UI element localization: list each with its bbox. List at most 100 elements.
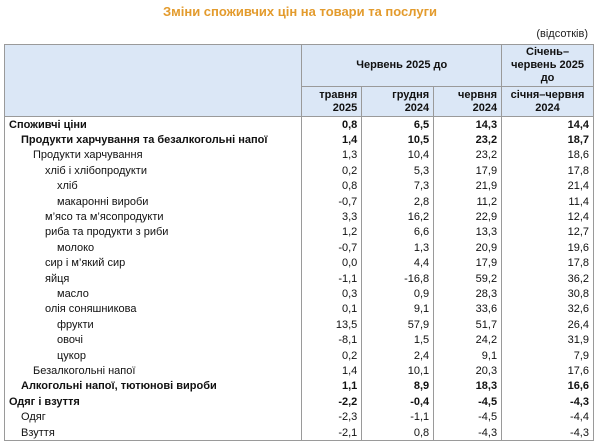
cell-value: -1,1	[361, 409, 435, 425]
row-label: Споживчі ціни	[3, 116, 303, 133]
cell-value: 23,2	[433, 132, 503, 148]
cell-value: 36,2	[501, 270, 594, 287]
cell-value: -1,1	[301, 270, 363, 287]
column-header: червня 2024	[433, 86, 503, 117]
table-row: Взуття -2,1 0,8 -4,3 -4,3	[3, 424, 594, 441]
group-header: Червень 2025 до	[301, 44, 503, 87]
cell-value: -0,7	[301, 193, 363, 210]
cell-value: 8,9	[361, 378, 435, 395]
cell-value: -2,2	[301, 394, 363, 410]
cell-value: -4,4	[501, 409, 594, 425]
unit-note: (відсотків)	[536, 28, 588, 40]
row-label: Продукти харчування	[3, 147, 303, 164]
row-label: Алкогольні напої, тютюнові вироби	[3, 378, 303, 395]
cell-value: 57,9	[361, 317, 435, 333]
cell-value: 1,3	[361, 240, 435, 256]
table-row: яйця -1,1 -16,8 59,2 36,2	[3, 270, 594, 287]
cell-value: -16,8	[361, 270, 435, 287]
column-header: Січень–червень 2025 до	[501, 44, 594, 87]
cell-value: 10,5	[361, 132, 435, 148]
table-row: хліб 0,8 7,3 21,9 21,4	[3, 178, 594, 194]
cell-value: 20,9	[433, 240, 503, 256]
row-label: яйця	[3, 270, 303, 287]
row-label: Одяг	[3, 409, 303, 425]
row-label: цукор	[3, 347, 303, 364]
cell-value: 7,3	[361, 178, 435, 194]
row-label: фрукти	[3, 317, 303, 333]
row-label: олія соняшникова	[3, 301, 303, 318]
table-header: Червень 2025 до Січень–червень 2025 до т…	[3, 44, 594, 117]
table-body: Споживчі ціни 0,8 6,5 14,3 14,4 Продукти харч…	[3, 116, 594, 441]
cell-value: 23,2	[433, 147, 503, 164]
table-row: Продукти харчування 1,3 10,4 23,2 18,6	[3, 147, 594, 164]
cell-value: -0,7	[301, 240, 363, 256]
table-row: цукор 0,2 2,4 9,1 7,9	[3, 347, 594, 364]
row-label: хліб	[3, 178, 303, 194]
cell-value: 33,6	[433, 301, 503, 318]
table-row: риба та продукти з риби 1,2 6,6 13,3 12,7	[3, 224, 594, 241]
cell-value: 3,3	[301, 209, 363, 225]
table-row: олія соняшникова 0,1 9,1 33,6 32,6	[3, 301, 594, 318]
table-row: фрукти 13,5 57,9 51,7 26,4	[3, 317, 594, 333]
cell-value: 0,1	[301, 301, 363, 318]
row-label: макаронні вироби	[3, 193, 303, 210]
cell-value: 13,5	[301, 317, 363, 333]
table-row: масло 0,3 0,9 28,3 30,8	[3, 286, 594, 302]
row-label: риба та продукти з риби	[3, 224, 303, 241]
cell-value: 17,8	[501, 163, 594, 179]
cell-value: -0,4	[361, 394, 435, 410]
cell-value: 9,1	[433, 347, 503, 364]
cell-value: 26,4	[501, 317, 594, 333]
cell-value: 21,4	[501, 178, 594, 194]
cell-value: 17,9	[433, 163, 503, 179]
cell-value: 14,4	[501, 116, 594, 133]
price-table: Червень 2025 до Січень–червень 2025 до т…	[3, 44, 594, 441]
cell-value: 10,4	[361, 147, 435, 164]
cell-value: 22,9	[433, 209, 503, 225]
table-row: Споживчі ціни 0,8 6,5 14,3 14,4	[3, 116, 594, 133]
table-row: м’ясо та м’ясопродукти 3,3 16,2 22,9 12,4	[3, 209, 594, 225]
cell-value: -4,3	[433, 424, 503, 441]
cell-value: 7,9	[501, 347, 594, 364]
title: Зміни споживчих цін на товари та послуги	[162, 4, 438, 19]
cell-value: -8,1	[301, 332, 363, 348]
table-row: Безалкогольні напої 1,4 10,1 20,3 17,6	[3, 363, 594, 379]
cell-value: -2,1	[301, 424, 363, 441]
cell-value: 1,3	[301, 147, 363, 164]
table-row: Продукти харчування та безалкогольні нап…	[3, 132, 594, 148]
table-row: молоко -0,7 1,3 20,9 19,6	[3, 240, 594, 256]
cell-value: 10,1	[361, 363, 435, 379]
cell-value: 51,7	[433, 317, 503, 333]
cell-value: 2,4	[361, 347, 435, 364]
cell-value: 12,4	[501, 209, 594, 225]
row-label: Продукти харчування та безалкогольні нап…	[3, 132, 303, 148]
cell-value: 24,2	[433, 332, 503, 348]
cell-value: -4,5	[433, 409, 503, 425]
cell-value: 32,6	[501, 301, 594, 318]
cell-value: 16,6	[501, 378, 594, 395]
table-row: овочі -8,1 1,5 24,2 31,9	[3, 332, 594, 348]
column-header: грудня 2024	[361, 86, 435, 117]
cell-value: 6,6	[361, 224, 435, 241]
cell-value: 1,2	[301, 224, 363, 241]
cell-value: 5,3	[361, 163, 435, 179]
cell-value: 0,8	[361, 424, 435, 441]
cell-value: 2,8	[361, 193, 435, 210]
cell-value: 6,5	[361, 116, 435, 133]
cell-value: 0,9	[361, 286, 435, 302]
cell-value: 11,2	[433, 193, 503, 210]
cell-value: 18,6	[501, 147, 594, 164]
table-row: Одяг і взуття -2,2 -0,4 -4,5 -4,3	[3, 394, 594, 410]
cell-value: -4,5	[433, 394, 503, 410]
row-label: масло	[3, 286, 303, 302]
cell-value: 0,2	[301, 163, 363, 179]
cell-value: 17,8	[501, 255, 594, 271]
cell-value: 9,1	[361, 301, 435, 318]
cell-value: 13,3	[433, 224, 503, 241]
cell-value: -4,3	[501, 424, 594, 441]
table-row: макаронні вироби -0,7 2,8 11,2 11,4	[3, 193, 594, 210]
cell-value: 31,9	[501, 332, 594, 348]
cell-value: 20,3	[433, 363, 503, 379]
cell-value: 0,0	[301, 255, 363, 271]
